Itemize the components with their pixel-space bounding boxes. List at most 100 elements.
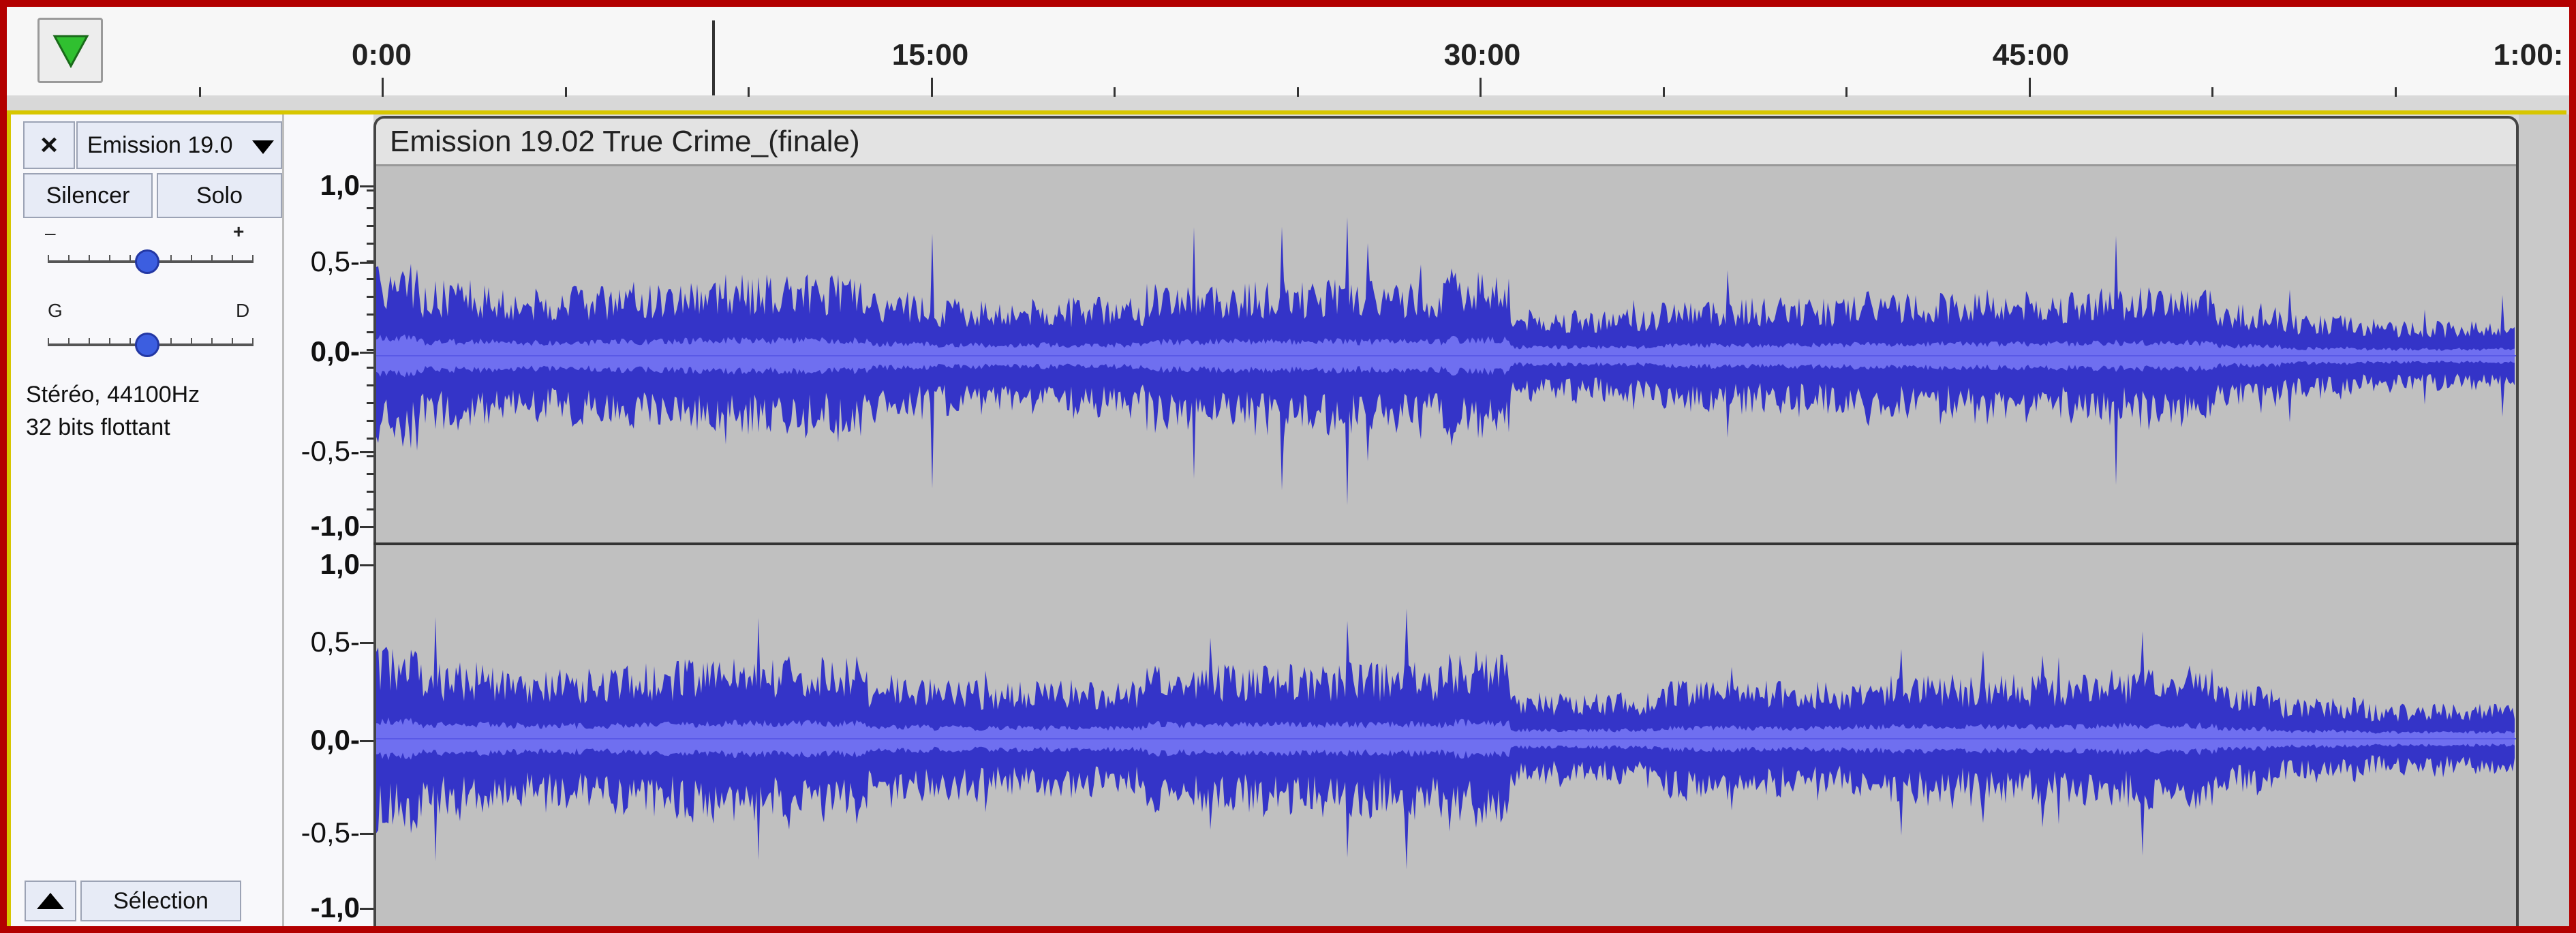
slider-tick [211,338,213,345]
track-name-dropdown[interactable]: Emission 19.0 [76,121,282,169]
ruler-label-45: 45:00 [1992,38,2070,72]
slider-tick [170,255,172,262]
slider-tick [232,255,233,262]
scale-minor-tick [367,260,373,262]
solo-button[interactable]: Solo [157,173,282,218]
play-green-triangle-icon [52,35,89,69]
scale-minor-tick [367,313,373,316]
mute-button[interactable]: Silencer [23,173,153,218]
scale-bottom-1: 1,0 [320,548,360,580]
scale-bottom-m1: -1,0 [310,891,360,923]
pan-slider-thumb[interactable] [135,333,159,357]
slider-tick [191,338,192,345]
clip-title[interactable]: Emission 19.02 True Crime_(finale) [376,119,2516,166]
slider-tick [109,255,110,262]
track-control-panel: × Emission 19.0 Silencer Solo – + G D St… [11,114,284,926]
slider-tick [252,255,254,262]
ruler-tick [1296,87,1299,97]
scale-top-05: 0,5- [310,245,360,277]
ruler-tick [1845,87,1847,97]
scale-minor-tick [367,278,373,280]
ruler-label-60: 1:00: [2493,38,2564,72]
amplitude-scale: 1,0 0,5- 0,0- -0,5- -1,0 1,0 0,5- 0,0- -… [284,114,373,926]
gain-plus-label: + [233,221,245,242]
scale-tick [360,352,373,354]
ruler-tick [1479,78,1482,97]
scale-minor-tick [367,331,373,333]
channel-separator [373,542,2569,545]
gain-slider-thumb[interactable] [135,249,159,274]
scale-tick [360,451,373,453]
slider-tick [129,255,131,262]
pan-left-label: G [48,300,63,321]
ruler-tick [930,78,933,97]
select-track-button[interactable]: Sélection [80,881,241,921]
scale-minor-tick [367,473,373,475]
scale-tick [360,908,373,910]
scale-bottom-m05: -0,5- [301,816,360,848]
scale-tick [360,185,373,187]
scale-bottom-0: 0,0- [310,724,360,756]
ruler-divider [712,20,715,95]
scale-tick [360,526,373,528]
ruler-tick [2394,87,2397,97]
slider-tick [211,255,213,262]
scale-minor-tick [367,491,373,493]
scale-minor-tick [367,296,373,298]
scale-minor-tick [367,225,373,227]
waveform-left-channel[interactable] [376,166,2516,545]
slider-tick [252,338,254,345]
collapse-track-button[interactable] [25,881,76,921]
scale-tick [360,833,373,835]
scale-minor-tick [367,420,373,422]
scale-tick [360,262,373,264]
scale-minor-tick [367,455,373,457]
scale-minor-tick [367,207,373,209]
slider-tick [129,338,131,345]
close-track-button[interactable]: × [23,121,75,169]
scale-minor-tick [367,384,373,386]
play-head-button[interactable] [37,18,103,83]
ruler-label-0: 0:00 [351,38,412,72]
scale-minor-tick [367,189,373,192]
gain-minus-label: – [45,222,56,243]
scale-top-1: 1,0 [320,169,360,201]
scale-minor-tick [367,508,373,510]
collapse-up-triangle-icon [37,893,64,909]
slider-tick [170,338,172,345]
chevron-down-icon [252,140,274,154]
slider-tick [68,338,70,345]
waveform-right-channel[interactable] [376,548,2516,926]
scale-bottom-05: 0,5- [310,626,360,658]
scale-minor-tick [367,243,373,245]
ruler-tick [1662,87,1665,97]
ruler-label-15: 15:00 [891,38,969,72]
slider-tick [68,255,70,262]
slider-tick [48,255,49,262]
track-right-gutter [2519,114,2569,926]
pan-right-label: D [236,300,250,321]
scale-minor-tick [367,367,373,369]
ruler-tick [2211,87,2213,97]
ruler-tick [748,87,750,97]
scale-tick [360,564,373,566]
timeline-ruler[interactable]: 0:00 15:00 30:00 45:00 1:00: [7,7,2569,98]
ruler-tick [564,87,567,97]
scale-minor-tick [367,438,373,440]
ruler-tick [2028,78,2031,97]
slider-tick [89,255,90,262]
slider-tick [89,338,90,345]
scale-top-m1: -1,0 [310,510,360,542]
ruler-tick [382,78,384,97]
scale-minor-tick [367,349,373,351]
scale-tick [360,740,373,742]
scale-top-m05: -0,5- [301,435,360,467]
slider-tick [232,338,233,345]
slider-tick [109,338,110,345]
scale-minor-tick [367,402,373,404]
slider-tick [191,255,192,262]
ruler-tick [1114,87,1116,97]
audio-clip[interactable]: Emission 19.02 True Crime_(finale) [373,116,2519,926]
slider-tick [48,338,49,345]
ruler-label-30: 30:00 [1443,38,1521,72]
